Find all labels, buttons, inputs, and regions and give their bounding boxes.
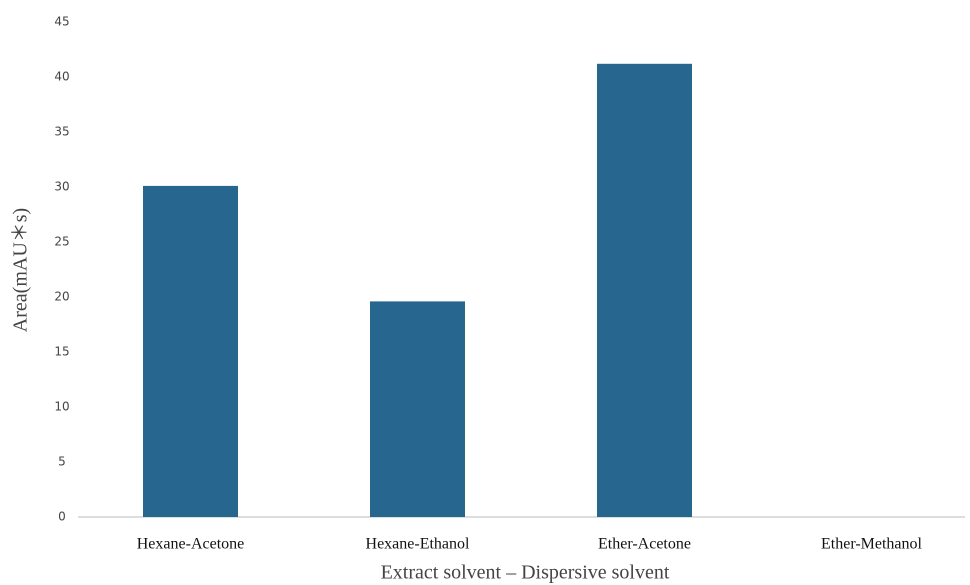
y-tick-label: 45 (54, 15, 69, 29)
x-tick-label: Ether-Methanol (821, 536, 923, 553)
x-axis-title: Extract solvent – Dispersive solvent (381, 562, 670, 584)
bar (370, 301, 465, 517)
x-tick-label: Hexane-Ethanol (366, 536, 471, 553)
y-tick-label: 25 (54, 235, 69, 249)
bar (143, 185, 238, 517)
y-tick-label: 35 (54, 125, 69, 139)
y-tick-label: 10 (54, 400, 69, 414)
bar (597, 63, 692, 518)
y-axis-title: Area(mAU＊s) (10, 208, 32, 332)
y-tick-label: 15 (54, 345, 69, 359)
x-tick-label: Hexane-Acetone (137, 536, 245, 553)
y-tick-label: 40 (54, 70, 69, 84)
y-tick-label: 0 (58, 510, 66, 524)
y-tick-label: 30 (54, 180, 69, 194)
x-tick-label: Ether-Acetone (598, 536, 691, 553)
y-tick-label: 5 (58, 455, 66, 469)
y-tick-label: 20 (54, 290, 69, 304)
